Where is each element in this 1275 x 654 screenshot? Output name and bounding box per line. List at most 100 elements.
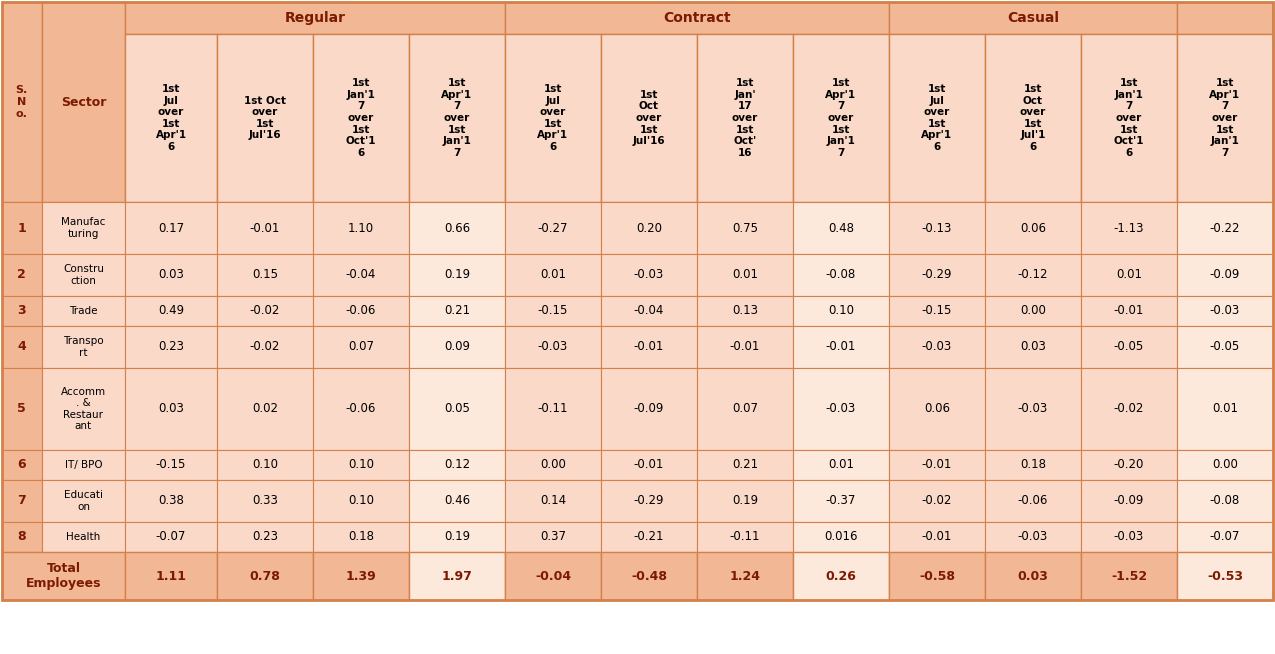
Bar — [601, 296, 697, 326]
Text: 1st
Jan'1
7
over
1st
Oct'1
6: 1st Jan'1 7 over 1st Oct'1 6 — [346, 78, 376, 158]
Bar — [125, 296, 217, 326]
Text: -1.13: -1.13 — [1114, 222, 1144, 235]
Text: 8: 8 — [18, 530, 27, 543]
Bar — [505, 450, 601, 480]
Text: 1st
Apr'1
7
over
1st
Jan'1
7: 1st Apr'1 7 over 1st Jan'1 7 — [1210, 78, 1241, 158]
Bar — [42, 2, 125, 202]
Text: 0.19: 0.19 — [444, 269, 470, 281]
Text: 0.23: 0.23 — [252, 530, 278, 543]
Text: -0.37: -0.37 — [826, 494, 857, 508]
Text: -0.13: -0.13 — [922, 222, 952, 235]
Text: 0.07: 0.07 — [732, 402, 757, 415]
Bar — [217, 202, 312, 254]
Bar — [889, 552, 986, 600]
Text: 0.13: 0.13 — [732, 305, 757, 317]
Text: -0.04: -0.04 — [346, 269, 376, 281]
Bar — [125, 552, 217, 600]
Text: -0.08: -0.08 — [826, 269, 856, 281]
Text: -0.01: -0.01 — [1114, 305, 1144, 317]
Text: -1.52: -1.52 — [1111, 570, 1148, 583]
Bar — [793, 202, 889, 254]
Text: Transpo
rt: Transpo rt — [62, 336, 103, 358]
Bar — [793, 450, 889, 480]
Text: 1.39: 1.39 — [346, 570, 376, 583]
Text: -0.02: -0.02 — [1114, 402, 1144, 415]
Bar — [217, 34, 312, 202]
Bar — [312, 450, 409, 480]
Bar — [505, 368, 601, 450]
Bar — [889, 34, 986, 202]
Bar — [42, 522, 125, 552]
Bar — [125, 254, 217, 296]
Bar — [793, 326, 889, 368]
Text: 0.26: 0.26 — [825, 570, 857, 583]
Text: 0.15: 0.15 — [252, 269, 278, 281]
Text: 1st
Jul
over
1st
Apr'1
6: 1st Jul over 1st Apr'1 6 — [538, 84, 569, 152]
Bar — [1081, 202, 1177, 254]
Text: 1st
Jan'1
7
over
1st
Oct'1
6: 1st Jan'1 7 over 1st Oct'1 6 — [1114, 78, 1144, 158]
Text: -0.58: -0.58 — [919, 570, 955, 583]
Bar — [409, 296, 505, 326]
Bar — [986, 450, 1081, 480]
Text: 0.03: 0.03 — [158, 402, 184, 415]
Text: 0.03: 0.03 — [1017, 570, 1048, 583]
Bar — [793, 34, 889, 202]
Bar — [697, 254, 793, 296]
Bar — [3, 368, 42, 450]
Text: Health: Health — [66, 532, 101, 542]
Bar — [312, 254, 409, 296]
Text: Total
Employees: Total Employees — [26, 562, 101, 590]
Text: 1.10: 1.10 — [348, 222, 374, 235]
Text: 0.01: 0.01 — [827, 458, 854, 472]
Bar — [793, 480, 889, 522]
Text: Contract: Contract — [663, 11, 731, 25]
Text: 0.17: 0.17 — [158, 222, 184, 235]
Bar — [1081, 450, 1177, 480]
Text: -0.03: -0.03 — [1017, 530, 1048, 543]
Text: -0.12: -0.12 — [1017, 269, 1048, 281]
Bar — [1081, 34, 1177, 202]
Bar — [217, 254, 312, 296]
Bar — [889, 2, 1177, 34]
Text: 1.24: 1.24 — [729, 570, 760, 583]
Bar — [3, 552, 125, 600]
Text: 0.75: 0.75 — [732, 222, 757, 235]
Bar — [697, 202, 793, 254]
Text: 0.78: 0.78 — [250, 570, 280, 583]
Bar — [409, 552, 505, 600]
Text: 0.38: 0.38 — [158, 494, 184, 508]
Text: -0.11: -0.11 — [538, 402, 569, 415]
Text: Trade: Trade — [69, 306, 98, 316]
Bar — [986, 368, 1081, 450]
Text: Sector: Sector — [61, 95, 106, 109]
Text: 0.18: 0.18 — [1020, 458, 1045, 472]
Bar — [312, 480, 409, 522]
Text: -0.06: -0.06 — [346, 402, 376, 415]
Bar — [1177, 368, 1272, 450]
Bar — [986, 522, 1081, 552]
Text: 0.10: 0.10 — [348, 494, 374, 508]
Text: -0.15: -0.15 — [922, 305, 952, 317]
Bar — [601, 34, 697, 202]
Bar — [889, 326, 986, 368]
Text: -0.29: -0.29 — [634, 494, 664, 508]
Bar — [986, 254, 1081, 296]
Text: -0.01: -0.01 — [634, 341, 664, 354]
Bar — [42, 326, 125, 368]
Text: 1st Oct
over
1st
Jul'16: 1st Oct over 1st Jul'16 — [244, 95, 286, 141]
Text: -0.03: -0.03 — [922, 341, 952, 354]
Text: 2: 2 — [18, 269, 27, 281]
Bar — [889, 368, 986, 450]
Bar — [1081, 326, 1177, 368]
Text: 3: 3 — [18, 305, 27, 317]
Bar — [505, 202, 601, 254]
Text: 0.10: 0.10 — [827, 305, 854, 317]
Bar — [601, 202, 697, 254]
Bar — [889, 522, 986, 552]
Bar — [601, 326, 697, 368]
Text: 0.06: 0.06 — [924, 402, 950, 415]
Text: 0.01: 0.01 — [541, 269, 566, 281]
Bar — [3, 296, 42, 326]
Text: -0.53: -0.53 — [1207, 570, 1243, 583]
Text: -0.03: -0.03 — [538, 341, 569, 354]
